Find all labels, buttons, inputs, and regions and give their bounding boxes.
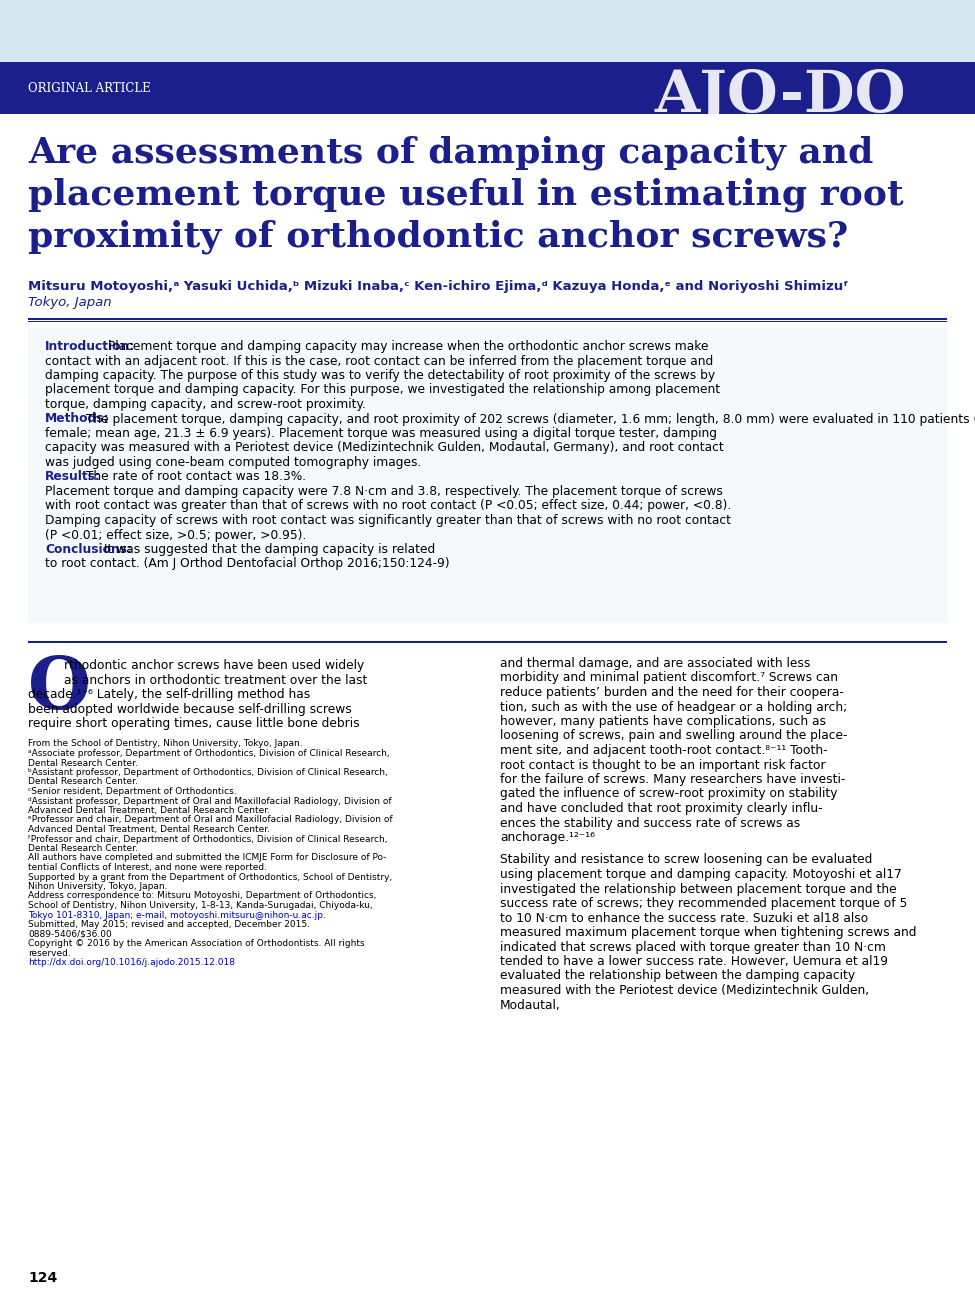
Text: ORIGINAL ARTICLE: ORIGINAL ARTICLE (28, 81, 151, 94)
Text: Submitted, May 2015; revised and accepted, December 2015.: Submitted, May 2015; revised and accepte… (28, 920, 310, 929)
Text: ences the stability and success rate of screws as: ences the stability and success rate of … (500, 817, 800, 830)
Text: proximity of orthodontic anchor screws?: proximity of orthodontic anchor screws? (28, 221, 848, 254)
Text: with root contact was greater than that of screws with no root contact (P <0.05;: with root contact was greater than that … (45, 500, 731, 513)
Text: torque, damping capacity, and screw-root proximity.: torque, damping capacity, and screw-root… (45, 398, 370, 411)
Text: Damping capacity of screws with root contact was significantly greater than that: Damping capacity of screws with root con… (45, 514, 731, 527)
Text: gated the influence of screw-root proximity on stability: gated the influence of screw-root proxim… (500, 787, 838, 800)
Text: Stability and resistance to screw loosening can be evaluated: Stability and resistance to screw loosen… (500, 853, 873, 867)
Text: From the School of Dentistry, Nihon University, Tokyo, Japan.: From the School of Dentistry, Nihon Univ… (28, 740, 302, 749)
Text: for the failure of screws. Many researchers have investi-: for the failure of screws. Many research… (500, 773, 845, 786)
Text: School of Dentistry, Nihon University, 1-8-13, Kanda-Surugadai, Chiyoda-ku,: School of Dentistry, Nihon University, 1… (28, 900, 372, 910)
Text: to 10 N·cm to enhance the success rate. Suzuki et al18 also: to 10 N·cm to enhance the success rate. … (500, 911, 869, 924)
Text: Conclusions:: Conclusions: (45, 543, 132, 556)
Text: tential Conflicts of Interest, and none were reported.: tential Conflicts of Interest, and none … (28, 863, 267, 872)
Text: Address correspondence to: Mitsuru Motoyoshi, Department of Orthodontics,: Address correspondence to: Mitsuru Motoy… (28, 891, 376, 900)
Text: AJO-DO: AJO-DO (654, 68, 906, 124)
Text: decade.¹⁻⁶ Lately, the self-drilling method has: decade.¹⁻⁶ Lately, the self-drilling met… (28, 688, 310, 701)
Text: to root contact. (Am J Orthod Dentofacial Orthop 2016;150:124-9): to root contact. (Am J Orthod Dentofacia… (45, 557, 449, 570)
Text: rthodontic anchor screws have been used widely: rthodontic anchor screws have been used … (64, 659, 365, 672)
Text: require short operating times, cause little bone debris: require short operating times, cause lit… (28, 716, 360, 729)
Text: It was suggested that the damping capacity is related: It was suggested that the damping capaci… (99, 543, 435, 556)
Text: contact with an adjacent root. If this is the case, root contact can be inferred: contact with an adjacent root. If this i… (45, 355, 714, 368)
Text: Placement torque and damping capacity may increase when the orthodontic anchor s: Placement torque and damping capacity ma… (104, 341, 709, 352)
Text: reserved.: reserved. (28, 949, 71, 958)
Text: ment site, and adjacent tooth-root contact.⁸⁻¹¹ Tooth-: ment site, and adjacent tooth-root conta… (500, 744, 828, 757)
Text: Nihon University, Tokyo, Japan.: Nihon University, Tokyo, Japan. (28, 882, 168, 891)
Bar (0, 63, 975, 114)
Text: measured maximum placement torque when tightening screws and: measured maximum placement torque when t… (500, 927, 916, 940)
Text: (P <0.01; effect size, >0.5; power, >0.95).: (P <0.01; effect size, >0.5; power, >0.9… (45, 529, 310, 542)
Text: The placement torque, damping capacity, and root proximity of 202 screws (diamet: The placement torque, damping capacity, … (82, 412, 975, 425)
Text: using placement torque and damping capacity. Motoyoshi et al17: using placement torque and damping capac… (500, 868, 902, 881)
Text: The rate of root contact was 18.3%.: The rate of root contact was 18.3%. (82, 471, 306, 483)
Text: Copyright © 2016 by the American Association of Orthodontists. All rights: Copyright © 2016 by the American Associa… (28, 940, 365, 947)
Text: Mitsuru Motoyoshi,ᵃ Yasuki Uchida,ᵇ Mizuki Inaba,ᶜ Ken-ichiro Ejima,ᵈ Kazuya Hon: Mitsuru Motoyoshi,ᵃ Yasuki Uchida,ᵇ Mizu… (28, 281, 848, 294)
Text: placement torque and damping capacity. For this purpose, we investigated the rel: placement torque and damping capacity. F… (45, 384, 721, 397)
Text: Placement torque and damping capacity were 7.8 N·cm and 3.8, respectively. The p: Placement torque and damping capacity we… (45, 485, 722, 499)
Bar (28, 318, 947, 320)
Text: ᵇAssistant professor, Department of Orthodontics, Division of Clinical Research,: ᵇAssistant professor, Department of Orth… (28, 769, 388, 776)
Text: Advanced Dental Treatment, Dental Research Center.: Advanced Dental Treatment, Dental Resear… (28, 806, 270, 816)
Bar (28, 328, 947, 622)
Text: ᵈAssistant professor, Department of Oral and Maxillofacial Radiology, Division o: ᵈAssistant professor, Department of Oral… (28, 796, 392, 805)
Text: Results:: Results: (45, 471, 100, 483)
Text: http://dx.doi.org/10.1016/j.ajodo.2015.12.018: http://dx.doi.org/10.1016/j.ajodo.2015.1… (28, 958, 235, 967)
Text: capacity was measured with a Periotest device (Medizintechnik Gulden, Modautal, : capacity was measured with a Periotest d… (45, 441, 723, 454)
Text: was judged using cone-beam computed tomography images.: was judged using cone-beam computed tomo… (45, 455, 425, 468)
Text: All authors have completed and submitted the ICMJE Form for Disclosure of Po-: All authors have completed and submitted… (28, 853, 386, 863)
Text: Supported by a grant from the Department of Orthodontics, School of Dentistry,: Supported by a grant from the Department… (28, 873, 392, 881)
Text: ᵉProfessor and chair, Department of Oral and Maxillofacial Radiology, Division o: ᵉProfessor and chair, Department of Oral… (28, 816, 393, 825)
Text: ᶜSenior resident, Department of Orthodontics.: ᶜSenior resident, Department of Orthodon… (28, 787, 237, 796)
Text: ᵃAssociate professor, Department of Orthodontics, Division of Clinical Research,: ᵃAssociate professor, Department of Orth… (28, 749, 390, 758)
Text: Advanced Dental Treatment, Dental Research Center.: Advanced Dental Treatment, Dental Resear… (28, 825, 270, 834)
Text: ᶠProfessor and chair, Department of Orthodontics, Division of Clinical Research,: ᶠProfessor and chair, Department of Orth… (28, 834, 387, 843)
Text: damping capacity. The purpose of this study was to verify the detectability of r: damping capacity. The purpose of this st… (45, 369, 715, 382)
Text: Dental Research Center.: Dental Research Center. (28, 778, 137, 787)
Bar (0, 0, 975, 63)
Text: and thermal damage, and are associated with less: and thermal damage, and are associated w… (500, 656, 810, 669)
Text: Dental Research Center.: Dental Research Center. (28, 758, 137, 767)
Text: tended to have a lower success rate. However, Uemura et al19: tended to have a lower success rate. How… (500, 955, 888, 968)
Text: 124: 124 (28, 1271, 58, 1285)
Text: reduce patients’ burden and the need for their coopera-: reduce patients’ burden and the need for… (500, 686, 844, 699)
Text: Methods:: Methods: (45, 412, 109, 425)
Text: Tokyo, Japan: Tokyo, Japan (28, 296, 111, 309)
Text: Are assessments of damping capacity and: Are assessments of damping capacity and (28, 136, 874, 171)
Text: Introduction:: Introduction: (45, 341, 136, 352)
Text: placement torque useful in estimating root: placement torque useful in estimating ro… (28, 177, 904, 213)
Text: O: O (28, 652, 91, 724)
Text: investigated the relationship between placement torque and the: investigated the relationship between pl… (500, 882, 897, 895)
Text: as anchors in orthodontic treatment over the last: as anchors in orthodontic treatment over… (64, 673, 368, 686)
Text: loosening of screws, pain and swelling around the place-: loosening of screws, pain and swelling a… (500, 729, 847, 743)
Text: female; mean age, 21.3 ± 6.9 years). Placement torque was measured using a digit: female; mean age, 21.3 ± 6.9 years). Pla… (45, 427, 717, 440)
Text: morbidity and minimal patient discomfort.⁷ Screws can: morbidity and minimal patient discomfort… (500, 672, 838, 685)
Text: indicated that screws placed with torque greater than 10 N·cm: indicated that screws placed with torque… (500, 941, 886, 954)
Text: Tokyo 101-8310, Japan; e-mail, motoyoshi.mitsuru@nihon-u.ac.jp.: Tokyo 101-8310, Japan; e-mail, motoyoshi… (28, 911, 326, 920)
Text: 0889-5406/$36.00: 0889-5406/$36.00 (28, 929, 112, 938)
Text: been adopted worldwide because self-drilling screws: been adopted worldwide because self-dril… (28, 702, 352, 715)
Text: success rate of screws; they recommended placement torque of 5: success rate of screws; they recommended… (500, 897, 908, 910)
Text: however, many patients have complications, such as: however, many patients have complication… (500, 715, 826, 728)
Text: Dental Research Center.: Dental Research Center. (28, 844, 137, 853)
Text: tion, such as with the use of headgear or a holding arch;: tion, such as with the use of headgear o… (500, 701, 847, 714)
Bar (28, 641, 947, 642)
Text: evaluated the relationship between the damping capacity: evaluated the relationship between the d… (500, 970, 855, 983)
Text: and have concluded that root proximity clearly influ-: and have concluded that root proximity c… (500, 803, 823, 816)
Text: Modautal,: Modautal, (500, 998, 561, 1011)
Text: anchorage.¹²⁻¹⁶: anchorage.¹²⁻¹⁶ (500, 831, 595, 844)
Text: root contact is thought to be an important risk factor: root contact is thought to be an importa… (500, 758, 826, 771)
Text: measured with the Periotest device (Medizintechnik Gulden,: measured with the Periotest device (Medi… (500, 984, 869, 997)
